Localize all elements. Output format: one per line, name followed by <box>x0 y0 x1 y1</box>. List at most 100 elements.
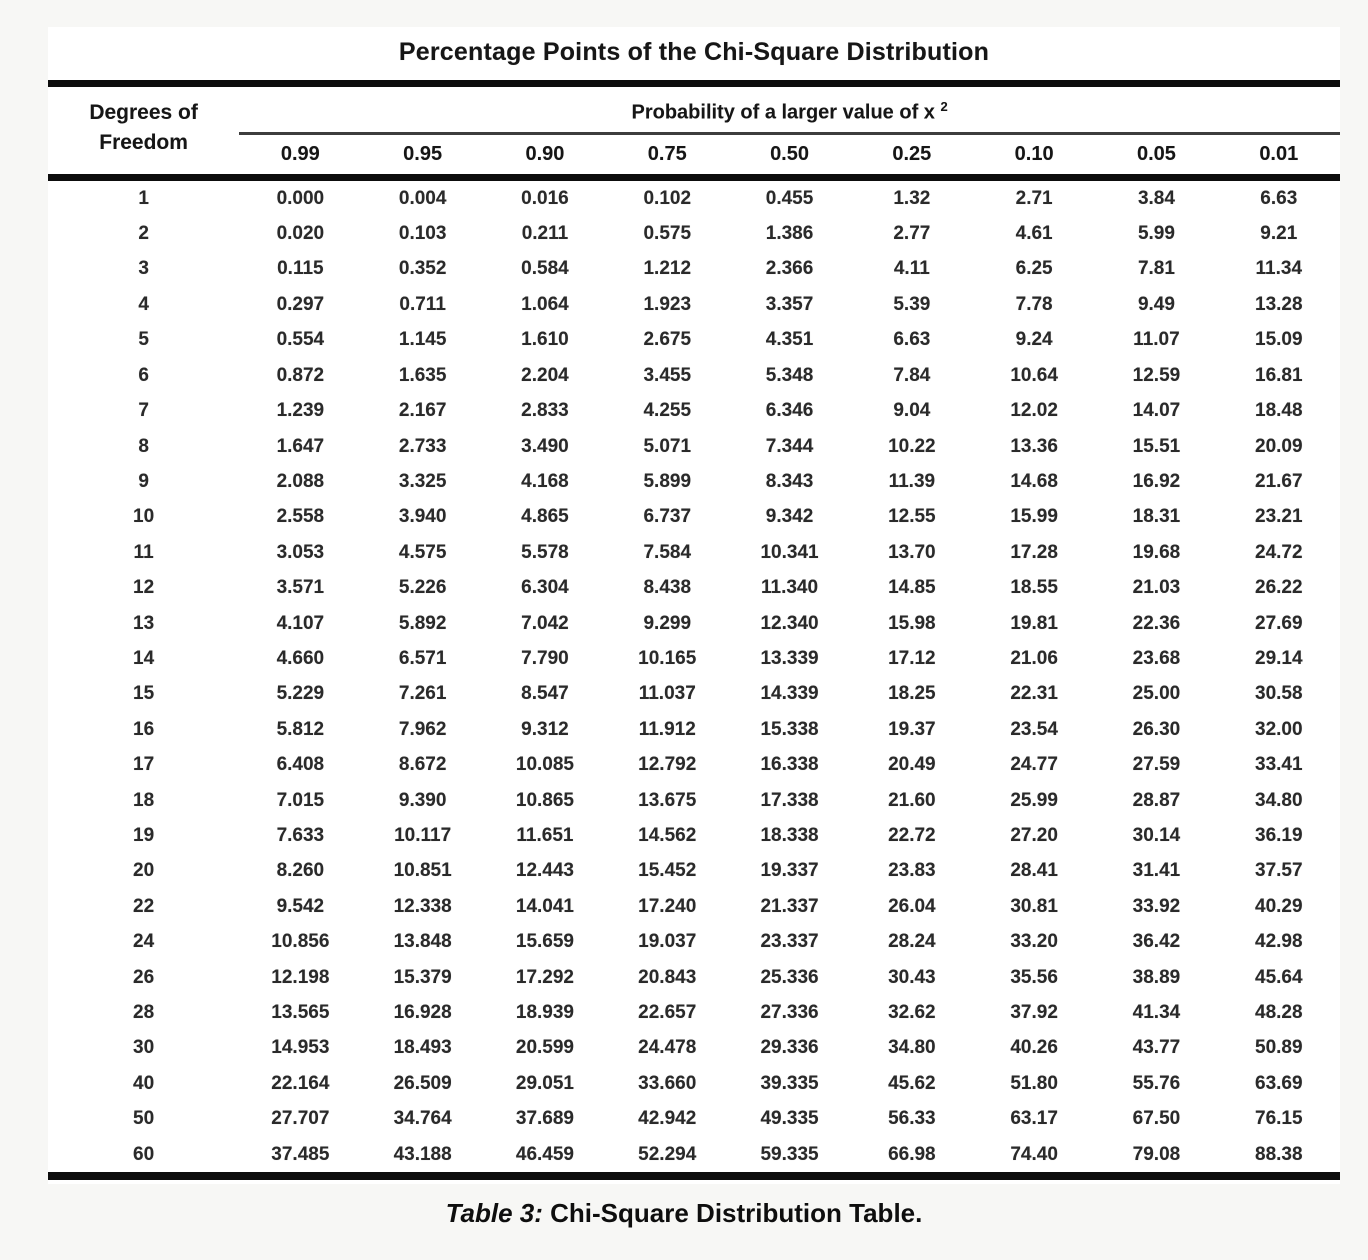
value-cell: 12.340 <box>760 612 819 634</box>
value-cell: 7.344 <box>765 435 814 457</box>
value-cell: 51.80 <box>1010 1072 1058 1094</box>
value-cell: 38.89 <box>1132 966 1181 988</box>
probability-header-superscript: 2 <box>940 99 948 114</box>
value-cell: 20.49 <box>888 754 936 776</box>
value-cell: 32.62 <box>888 1002 936 1023</box>
table-row: 18 7.015 9.390 10.865 13.675 17.338 21.60 25.99… <box>48 783 1340 818</box>
value-cell: 22.31 <box>1010 683 1058 705</box>
value-cell: 7.790 <box>521 647 569 669</box>
value-cell: 3.325 <box>398 470 447 492</box>
value-cell: 14.07 <box>1132 400 1181 422</box>
df-header-line2: Freedom <box>99 131 188 155</box>
value-cell: 40.26 <box>1010 1037 1058 1059</box>
value-cell: 10.64 <box>1010 364 1058 386</box>
value-cell: 0.584 <box>521 258 569 280</box>
value-cell: 45.62 <box>888 1072 936 1094</box>
value-cell: 11.651 <box>516 824 574 846</box>
value-cell: 10.341 <box>760 541 819 563</box>
value-cell: 3.571 <box>276 577 325 599</box>
value-cell: 14.562 <box>638 824 697 846</box>
table-row: 28 13.565 16.928 18.939 22.657 27.336 32.62 37.… <box>48 995 1340 1030</box>
value-cell: 3.455 <box>643 364 692 386</box>
value-cell: 76.15 <box>1255 1108 1303 1130</box>
value-cell: 17.240 <box>638 895 697 917</box>
df-cell: 50 <box>133 1108 155 1130</box>
value-cell: 67.50 <box>1132 1108 1181 1130</box>
value-cell: 24.478 <box>638 1037 697 1059</box>
value-cell: 11.912 <box>638 718 696 740</box>
value-cell: 1.647 <box>276 435 325 457</box>
df-cell: 6 <box>138 364 149 386</box>
value-cell: 5.892 <box>398 612 447 634</box>
table-title: Percentage Points of the Chi-Square Dist… <box>398 38 990 66</box>
df-cell: 4 <box>138 293 149 315</box>
table-row: 7 1.239 2.167 2.833 4.255 6.346 9.04 12.02 14.07… <box>48 393 1340 428</box>
value-cell: 59.335 <box>760 1143 819 1165</box>
value-cell: 14.339 <box>760 683 819 705</box>
value-cell: 4.11 <box>893 258 930 280</box>
value-cell: 5.578 <box>521 541 569 563</box>
value-cell: 30.81 <box>1010 895 1058 917</box>
col-header: 0.99 <box>239 133 362 181</box>
value-cell: 4.255 <box>643 400 692 422</box>
value-cell: 8.547 <box>521 683 569 705</box>
caption-label: Table 3: <box>445 1198 543 1228</box>
df-cell: 26 <box>133 966 155 988</box>
value-cell: 74.40 <box>1010 1143 1058 1165</box>
value-cell: 42.98 <box>1255 931 1303 953</box>
value-cell: 7.84 <box>893 364 931 386</box>
df-cell: 12 <box>133 577 155 599</box>
value-cell: 6.571 <box>398 647 447 669</box>
value-cell: 26.509 <box>393 1072 452 1094</box>
value-cell: 25.336 <box>760 966 819 988</box>
value-cell: 12.02 <box>1010 400 1058 422</box>
value-cell: 13.36 <box>1010 435 1058 457</box>
value-cell: 3.490 <box>521 435 569 457</box>
table-row: 11 3.053 4.575 5.578 7.584 10.341 13.70 17.28 19… <box>48 535 1340 570</box>
table-row: 8 1.647 2.733 3.490 5.071 7.344 10.22 13.36 15.5… <box>48 429 1340 464</box>
value-cell: 88.38 <box>1255 1143 1303 1165</box>
value-cell: 20.599 <box>515 1037 574 1059</box>
value-cell: 8.260 <box>276 860 325 882</box>
df-cell: 5 <box>138 329 149 351</box>
value-cell: 15.379 <box>393 966 452 988</box>
col-header: 0.90 <box>483 133 607 181</box>
value-cell: 16.81 <box>1255 364 1303 386</box>
value-cell: 10.856 <box>271 931 330 953</box>
value-cell: 43.188 <box>393 1143 452 1165</box>
header-row-columns: 0.99 0.95 0.90 0.75 0.50 0.25 0.10 0.05 … <box>48 133 1340 181</box>
value-cell: 3.357 <box>765 293 814 315</box>
value-cell: 18.939 <box>515 1002 574 1023</box>
value-cell: 18.55 <box>1010 577 1058 599</box>
value-cell: 1.610 <box>521 329 569 351</box>
value-cell: 5.229 <box>276 683 325 705</box>
df-cell: 14 <box>133 647 155 669</box>
value-cell: 1.239 <box>276 400 325 422</box>
probability-header: Probability of a larger value of x 2 <box>239 83 1340 135</box>
value-cell: 18.48 <box>1255 400 1303 422</box>
value-cell: 12.198 <box>271 966 330 988</box>
value-cell: 20.843 <box>638 966 697 988</box>
df-cell: 9 <box>138 470 149 492</box>
value-cell: 0.020 <box>276 223 325 245</box>
value-cell: 34.80 <box>888 1037 936 1059</box>
df-cell: 18 <box>133 789 155 811</box>
value-cell: 5.99 <box>1137 223 1175 245</box>
col-header: 0.25 <box>850 133 973 181</box>
value-cell: 34.764 <box>393 1108 452 1130</box>
value-cell: 9.24 <box>1015 329 1053 351</box>
value-cell: 2.204 <box>521 364 569 386</box>
value-cell: 19.337 <box>760 860 819 882</box>
value-cell: 11.07 <box>1133 329 1180 351</box>
value-cell: 9.390 <box>398 789 447 811</box>
table-row: 40 22.164 26.509 29.051 33.660 39.335 45.62 51.… <box>48 1066 1340 1101</box>
value-cell: 30.58 <box>1255 683 1303 705</box>
value-cell: 55.76 <box>1132 1072 1181 1094</box>
value-cell: 50.89 <box>1255 1037 1303 1059</box>
value-cell: 7.962 <box>398 718 447 740</box>
value-cell: 22.72 <box>888 824 936 846</box>
value-cell: 13.848 <box>393 931 452 953</box>
value-cell: 2.088 <box>276 470 325 492</box>
value-cell: 23.68 <box>1132 647 1181 669</box>
value-cell: 6.25 <box>1015 258 1053 280</box>
